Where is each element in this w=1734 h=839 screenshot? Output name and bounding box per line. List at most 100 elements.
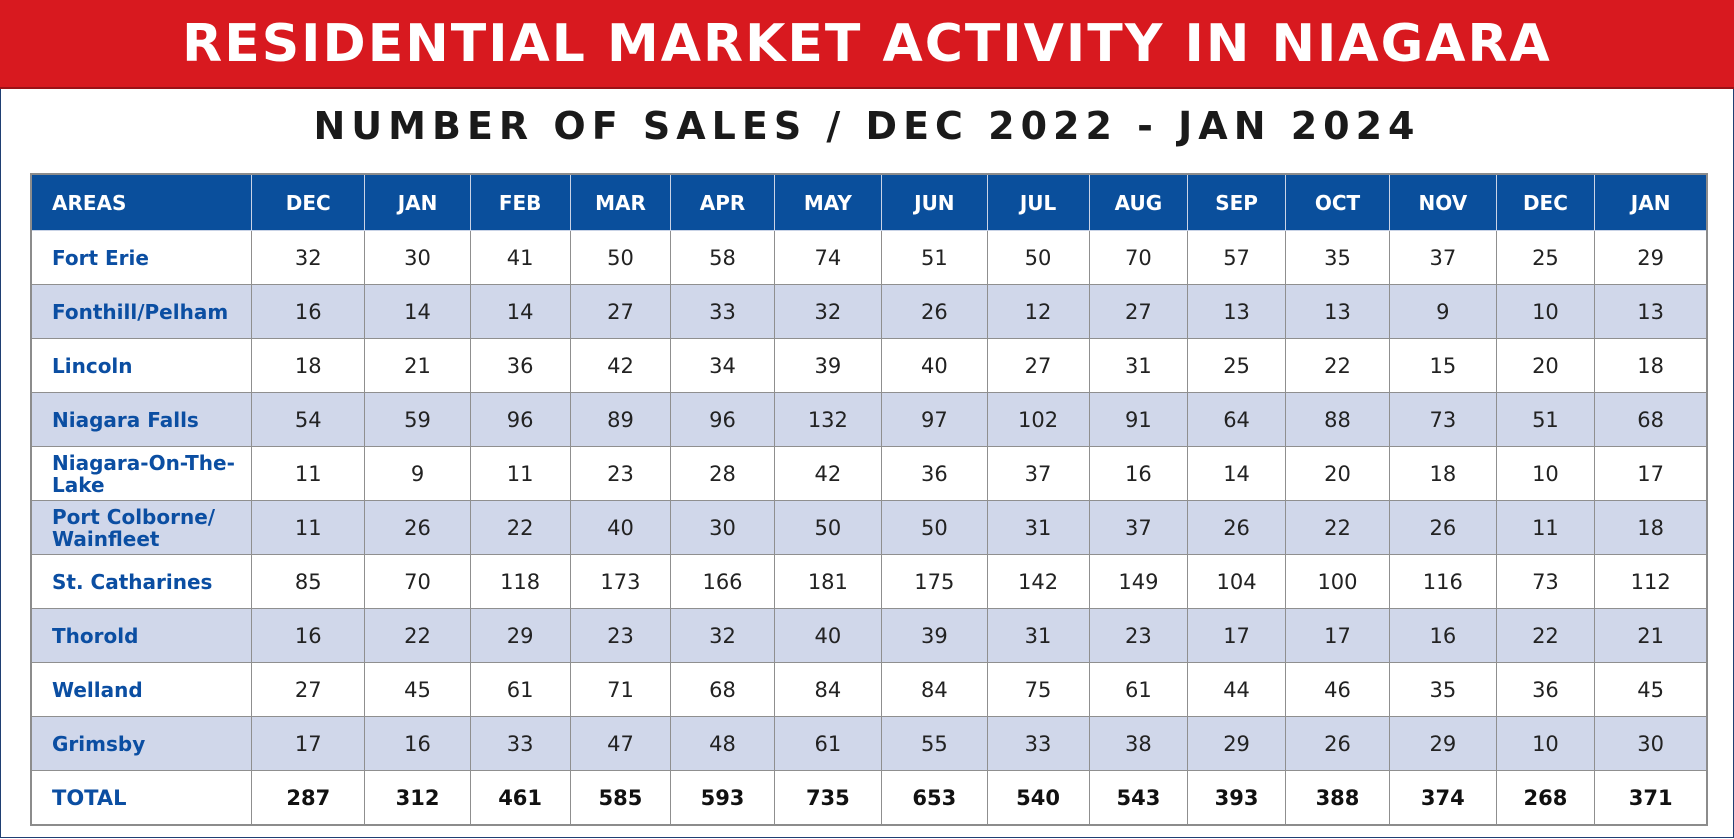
sales-count-cell: 16	[251, 284, 366, 339]
sales-count-cell: 11	[469, 446, 571, 501]
sales-count-cell: 10	[1495, 446, 1596, 501]
total-count-cell: 312	[364, 770, 471, 826]
column-header-month: JUL	[986, 173, 1090, 231]
sales-count-cell: 64	[1187, 392, 1286, 447]
sales-count-cell: 32	[251, 230, 366, 285]
sales-count-cell: 11	[1495, 500, 1596, 555]
sales-count-cell: 166	[670, 554, 775, 609]
table-row: Grimsby 17 16 33 47 48 61 55 33 38 29 26 29 10 30	[30, 716, 1708, 771]
total-count-cell: 735	[773, 770, 883, 826]
area-name-cell: Welland	[30, 662, 253, 717]
sales-count-cell: 40	[569, 500, 672, 555]
sales-count-cell: 17	[1284, 608, 1391, 663]
sales-count-cell: 100	[1284, 554, 1391, 609]
sales-count-cell: 29	[1187, 716, 1286, 771]
sales-count-cell: 175	[881, 554, 988, 609]
area-name-cell: Fort Erie	[30, 230, 253, 285]
column-header-month: MAY	[773, 173, 883, 231]
sales-count-cell: 18	[1594, 338, 1708, 393]
sales-count-cell: 17	[1187, 608, 1286, 663]
column-header-month: DEC	[1495, 173, 1596, 231]
sales-count-cell: 33	[670, 284, 775, 339]
sales-count-cell: 33	[986, 716, 1090, 771]
sales-count-cell: 41	[469, 230, 571, 285]
sales-count-cell: 40	[773, 608, 883, 663]
sales-count-cell: 9	[364, 446, 471, 501]
sales-count-cell: 50	[569, 230, 672, 285]
sales-count-cell: 51	[1495, 392, 1596, 447]
sales-count-cell: 14	[469, 284, 571, 339]
area-name-cell: Niagara Falls	[30, 392, 253, 447]
sales-count-cell: 22	[1284, 500, 1391, 555]
total-count-cell: 393	[1187, 770, 1286, 826]
sales-count-cell: 35	[1284, 230, 1391, 285]
sales-count-cell: 30	[1594, 716, 1708, 771]
column-header-month: AUG	[1088, 173, 1189, 231]
sales-count-cell: 28	[670, 446, 775, 501]
sales-count-cell: 84	[881, 662, 988, 717]
sales-count-cell: 17	[251, 716, 366, 771]
column-header-month: JAN	[364, 173, 471, 231]
sales-count-cell: 45	[364, 662, 471, 717]
table-row: Thorold 16 22 29 23 32 40 39 31 23 17 17 16 22 21	[30, 608, 1708, 663]
sales-count-cell: 39	[881, 608, 988, 663]
sales-count-cell: 29	[1594, 230, 1708, 285]
sales-count-cell: 16	[364, 716, 471, 771]
total-count-cell: 461	[469, 770, 571, 826]
sales-count-cell: 30	[364, 230, 471, 285]
sales-count-cell: 27	[251, 662, 366, 717]
sales-count-cell: 48	[670, 716, 775, 771]
sales-count-cell: 116	[1389, 554, 1497, 609]
sales-count-cell: 11	[251, 446, 366, 501]
column-header-areas: AREAS	[30, 173, 253, 231]
sales-count-cell: 58	[670, 230, 775, 285]
sales-count-cell: 97	[881, 392, 988, 447]
sales-count-cell: 16	[251, 608, 366, 663]
sales-count-cell: 27	[569, 284, 672, 339]
sales-count-cell: 104	[1187, 554, 1286, 609]
sales-count-cell: 35	[1389, 662, 1497, 717]
sales-count-cell: 21	[1594, 608, 1708, 663]
sales-count-cell: 27	[1088, 284, 1189, 339]
area-name-cell: Niagara-On-The-Lake	[30, 446, 253, 501]
header-row: AREAS DEC JAN FEB MAR APR MAY JUN JUL AUG SEP OCT NO…	[30, 173, 1708, 231]
sales-count-cell: 96	[469, 392, 571, 447]
sales-count-cell: 15	[1389, 338, 1497, 393]
sales-count-cell: 54	[251, 392, 366, 447]
total-count-cell: 653	[881, 770, 988, 826]
area-name-cell: Lincoln	[30, 338, 253, 393]
sales-count-cell: 50	[773, 500, 883, 555]
column-header-month: JUN	[881, 173, 988, 231]
sales-count-cell: 55	[881, 716, 988, 771]
sales-table: AREAS DEC JAN FEB MAR APR MAY JUN JUL AUG SEP OCT NO…	[30, 173, 1708, 826]
sales-count-cell: 70	[364, 554, 471, 609]
sales-count-cell: 14	[1187, 446, 1286, 501]
sales-count-cell: 39	[773, 338, 883, 393]
table-row: Welland 27 45 61 71 68 84 84 75 61 44 46 35 36 45	[30, 662, 1708, 717]
sales-count-cell: 22	[1495, 608, 1596, 663]
sales-count-cell: 18	[1389, 446, 1497, 501]
total-count-cell: 388	[1284, 770, 1391, 826]
sales-count-cell: 22	[364, 608, 471, 663]
sales-count-cell: 29	[1389, 716, 1497, 771]
sales-count-cell: 26	[881, 284, 988, 339]
sales-count-cell: 26	[1389, 500, 1497, 555]
area-name-cell: St. Catharines	[30, 554, 253, 609]
table-row: Niagara-On-The-Lake 11 9 11 23 28 42 36 37 16 14 20…	[30, 446, 1708, 501]
sales-count-cell: 11	[251, 500, 366, 555]
sales-count-cell: 46	[1284, 662, 1391, 717]
sales-count-cell: 31	[1088, 338, 1189, 393]
sales-count-cell: 13	[1187, 284, 1286, 339]
column-header-month: APR	[670, 173, 775, 231]
sales-count-cell: 37	[1088, 500, 1189, 555]
sales-count-cell: 142	[986, 554, 1090, 609]
table-body: Fort Erie 32 30 41 50 58 74 51 50 70 57 35 37 25 29 Fon…	[30, 230, 1708, 826]
sales-count-cell: 51	[881, 230, 988, 285]
column-header-month: JAN	[1594, 173, 1708, 231]
column-header-month: FEB	[469, 173, 571, 231]
table-row: Fonthill/Pelham 16 14 14 27 33 32 26 12 27 13 13 9 10…	[30, 284, 1708, 339]
sales-count-cell: 68	[670, 662, 775, 717]
page-title: RESIDENTIAL MARKET ACTIVITY IN NIAGARA	[182, 13, 1552, 74]
column-header-month: OCT	[1284, 173, 1391, 231]
total-count-cell: 540	[986, 770, 1090, 826]
